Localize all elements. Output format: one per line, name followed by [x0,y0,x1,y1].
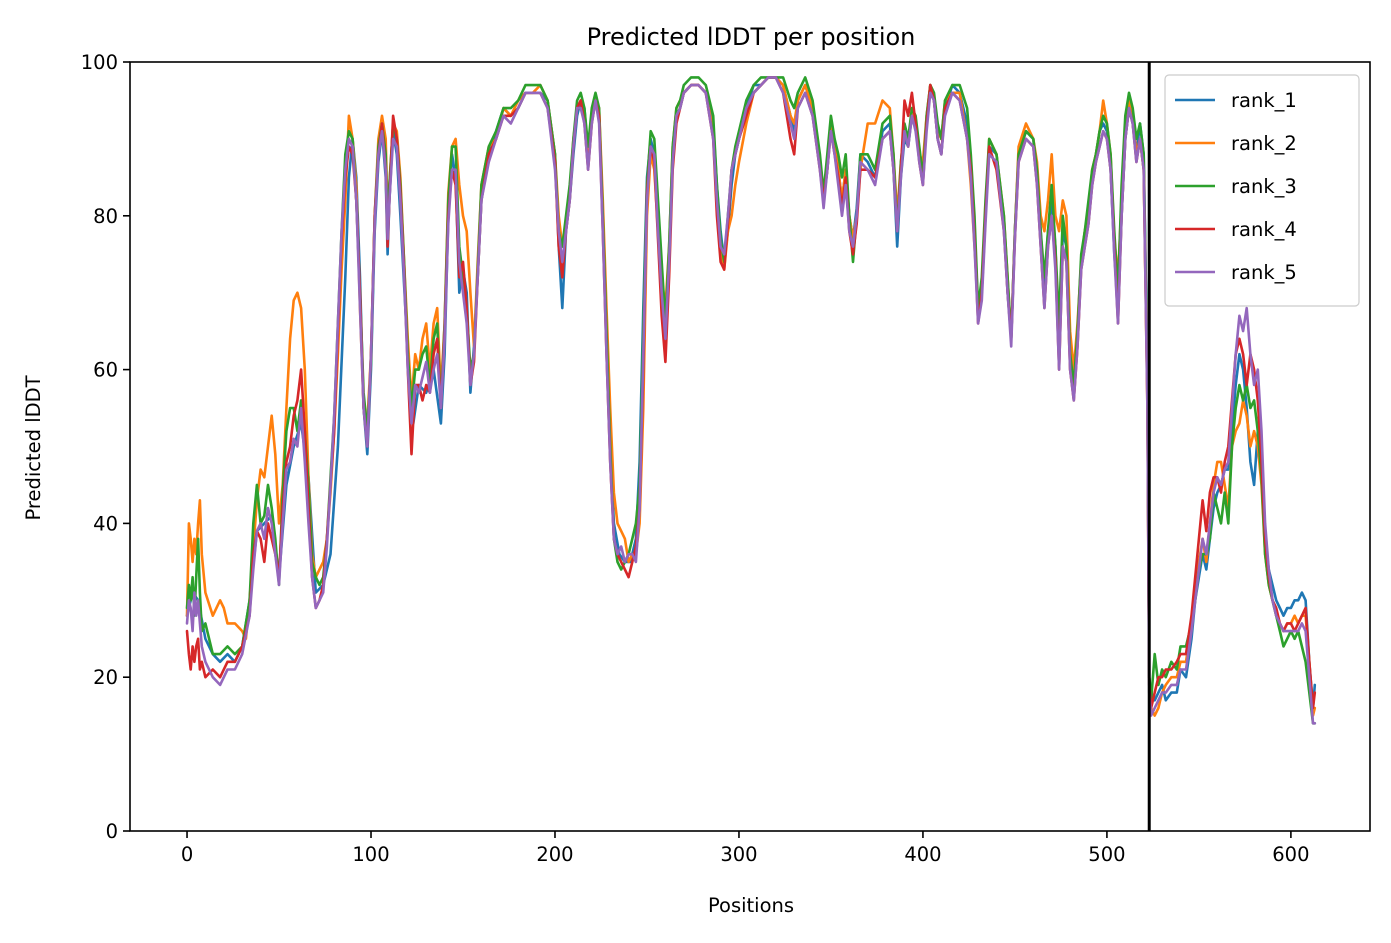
legend-label: rank_3 [1231,175,1297,198]
x-tick-label: 500 [1088,843,1125,866]
y-tick-label: 40 [93,512,118,535]
x-tick-label: 100 [352,843,389,866]
x-tick-label: 600 [1272,843,1309,866]
chart-title: Predicted lDDT per position [587,23,916,51]
legend-label: rank_2 [1231,132,1297,155]
y-tick-label: 80 [93,205,118,228]
y-tick-label: 100 [81,51,118,74]
x-tick-label: 0 [181,843,193,866]
x-tick-label: 200 [536,843,573,866]
legend: rank_1 rank_2 rank_3 rank_4 rank_5 [1164,74,1360,307]
x-tick-label: 400 [904,843,941,866]
y-tick-label: 0 [106,820,118,843]
legend-label: rank_5 [1231,261,1297,284]
series-line-rank-5 [185,76,1317,725]
legend-label: rank_1 [1231,89,1297,112]
series-lines [185,76,1317,725]
axis-ticks: 0 100 200 300 400 500 600 0 20 40 60 80 100 [81,51,1310,866]
y-axis-label: Predicted lDDT [22,375,45,520]
legend-box [1164,74,1360,307]
x-axis-label: Positions [708,894,794,917]
y-tick-label: 60 [93,359,118,382]
y-tick-label: 20 [93,666,118,689]
x-tick-label: 300 [720,843,757,866]
legend-label: rank_4 [1231,218,1297,241]
plot-area-frame [129,61,1371,832]
